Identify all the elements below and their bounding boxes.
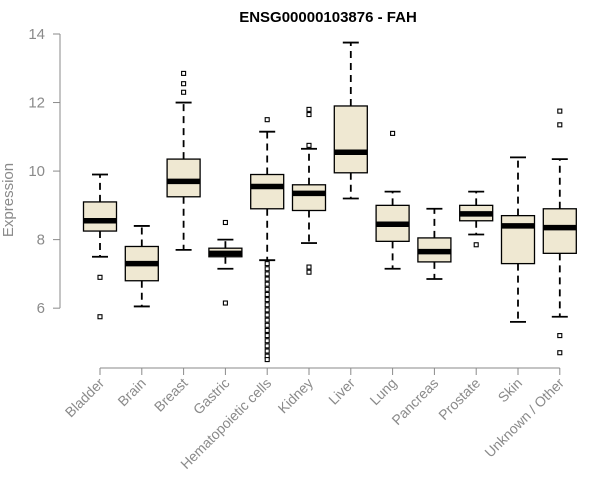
box-6 — [333, 41, 368, 200]
box-4 — [250, 117, 285, 363]
iqr-box — [542, 208, 577, 254]
y-tick-label: 14 — [28, 26, 45, 43]
chart-title: ENSG00000103876 - FAH — [239, 9, 417, 26]
outlier-point — [97, 274, 103, 280]
outlier-point — [264, 327, 270, 333]
outlier-point — [264, 348, 270, 354]
y-tick-label: 6 — [37, 300, 45, 317]
outlier-point — [557, 122, 563, 128]
outlier-point — [264, 286, 270, 292]
outlier-point — [264, 322, 270, 328]
outlier-point — [264, 333, 270, 339]
box-11 — [542, 108, 577, 356]
boxes-group — [82, 41, 577, 363]
outlier-point — [473, 242, 479, 248]
outlier-point — [306, 106, 312, 112]
box-5 — [291, 106, 327, 275]
box-8 — [417, 207, 452, 280]
outlier-point — [264, 312, 270, 318]
outlier-point — [264, 276, 270, 282]
outlier-point — [264, 302, 270, 308]
outlier-point — [222, 219, 228, 226]
iqr-box — [333, 105, 368, 174]
x-category-label: Unknown / Other — [481, 375, 567, 461]
outlier-point — [306, 142, 312, 148]
x-category-label: Skin — [495, 375, 526, 406]
x-category-label: Bladder — [62, 375, 108, 421]
iqr-box — [166, 158, 201, 198]
box-1 — [124, 225, 159, 308]
x-category-label: Liver — [325, 375, 358, 408]
box-10 — [500, 156, 536, 323]
y-axis-label: Expression — [0, 163, 17, 237]
y-tick-label: 8 — [37, 232, 45, 249]
outlier-point — [557, 108, 563, 114]
outlier-point — [264, 117, 270, 123]
outlier-point — [264, 261, 270, 267]
box-7 — [375, 130, 410, 270]
iqr-box — [291, 184, 327, 212]
outlier-point — [264, 297, 270, 303]
outlier-point — [557, 333, 563, 339]
x-category-label: Kidney — [275, 375, 317, 417]
outlier-point — [181, 81, 187, 87]
outlier-point — [306, 264, 312, 270]
outlier-point — [306, 269, 312, 275]
outlier-point — [264, 343, 270, 349]
x-category-label: Breast — [151, 375, 191, 415]
outlier-point — [390, 130, 396, 136]
outlier-point — [264, 317, 270, 323]
outlier-point — [264, 281, 270, 287]
box-9 — [459, 190, 494, 248]
y-axis: 6 8 10 12 14 — [28, 26, 61, 317]
x-category-label: Prostate — [435, 375, 483, 423]
outlier-point — [222, 300, 228, 306]
outlier-point — [264, 291, 270, 298]
y-tick-label: 10 — [28, 163, 45, 180]
iqr-box — [250, 173, 285, 210]
iqr-box — [500, 214, 536, 265]
outlier-point — [181, 89, 187, 95]
outlier-point — [264, 357, 270, 363]
outlier-point — [306, 111, 312, 118]
x-category-label: Brain — [114, 375, 148, 409]
x-category-label: Lung — [366, 375, 399, 408]
outlier-point — [557, 350, 563, 356]
outlier-point — [264, 271, 270, 277]
outlier-point — [264, 307, 270, 313]
outlier-point — [97, 314, 103, 320]
box-3 — [208, 219, 243, 306]
outlier-point — [264, 266, 270, 272]
outlier-point — [181, 70, 187, 76]
y-tick-label: 12 — [28, 95, 45, 112]
box-2 — [166, 70, 201, 251]
iqr-box — [82, 201, 118, 232]
outlier-point — [264, 338, 270, 344]
box-0 — [82, 173, 118, 320]
